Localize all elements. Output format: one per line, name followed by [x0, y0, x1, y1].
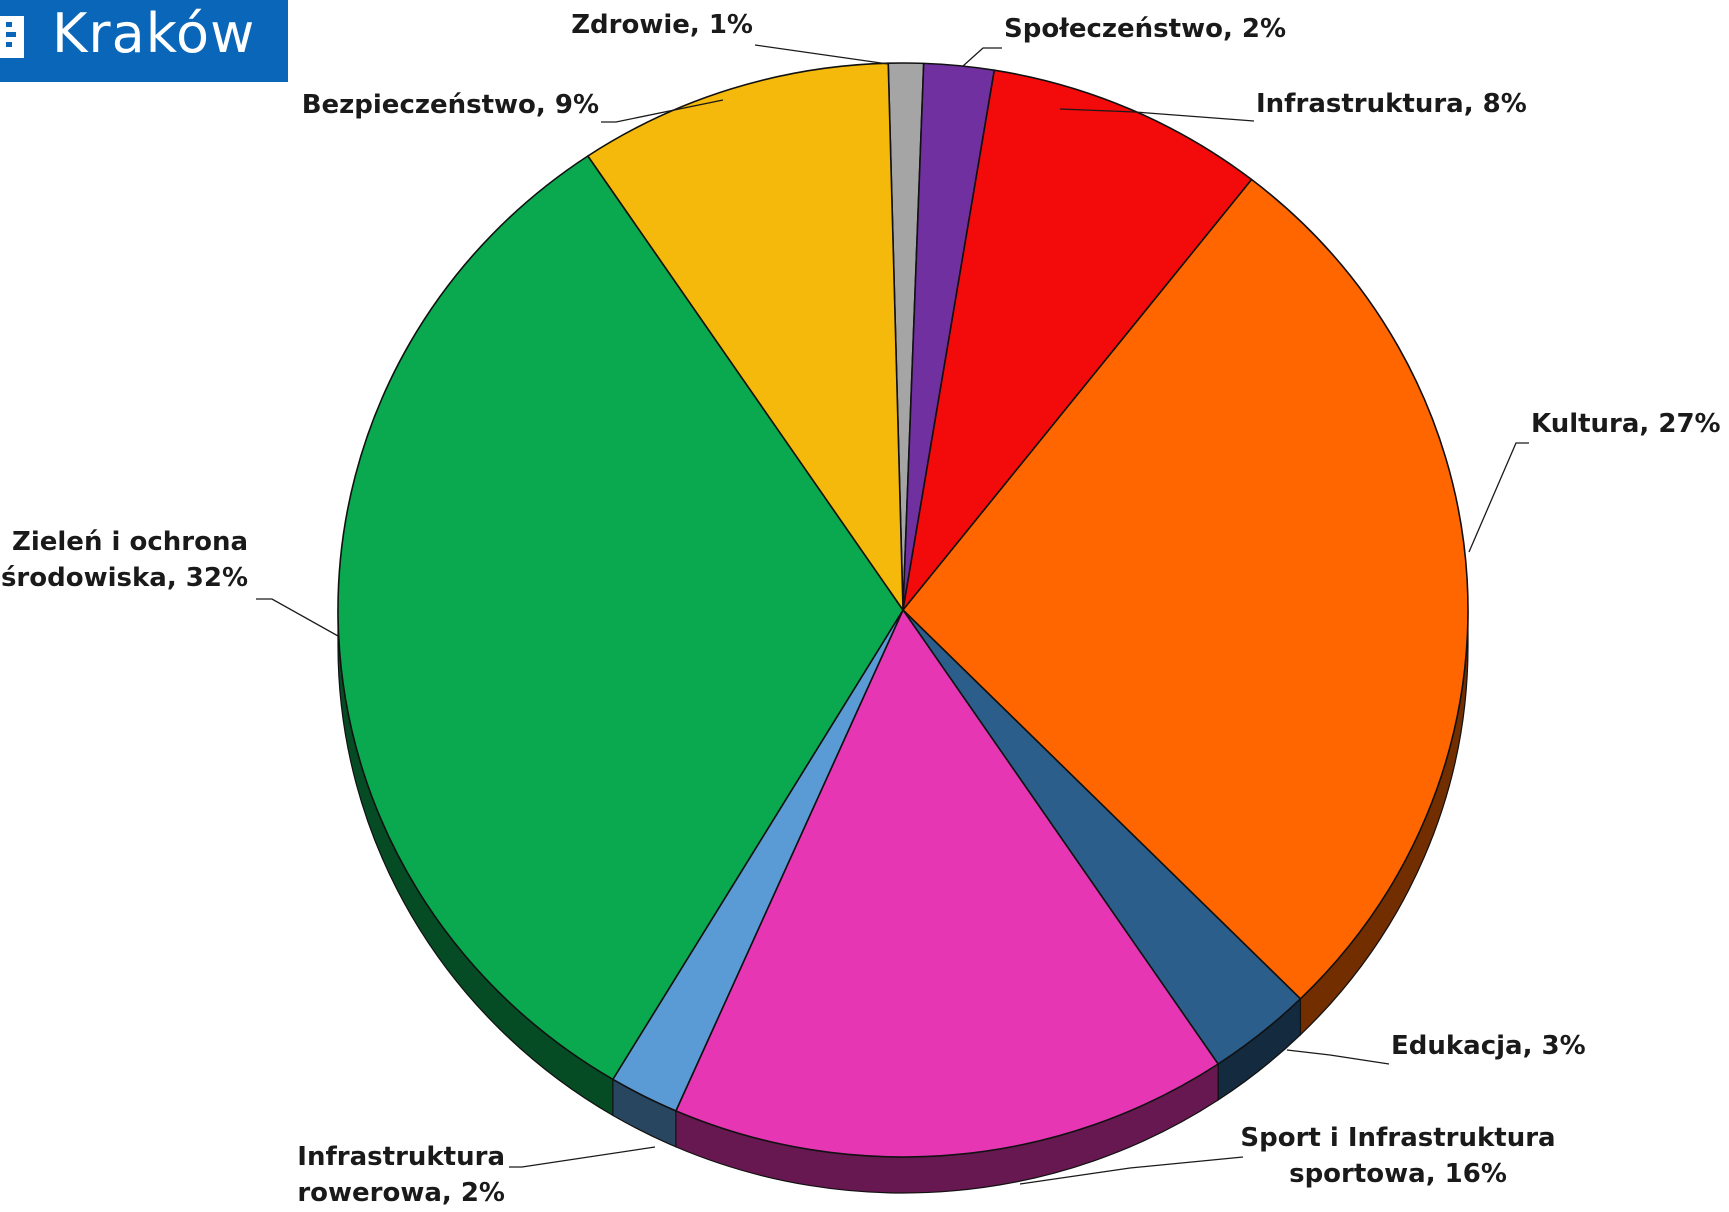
slice-label-8: Zieleń i ochrona środowiska, 32% — [1, 527, 248, 593]
slice-label-9: Bezpieczeństwo, 9% — [302, 90, 599, 120]
leader-line-3 — [1059, 108, 1255, 122]
leader-line-4 — [1468, 442, 1529, 553]
pie-side-walls — [337, 609, 1469, 1194]
pie-slice-3[interactable] — [902, 69, 1253, 611]
leader-line-6 — [1019, 1156, 1244, 1185]
leader-line-8 — [256, 598, 339, 637]
pie-slice-6[interactable] — [675, 609, 1219, 1158]
slice-label-4: Kultura, 27% — [1531, 409, 1721, 439]
slice-label-5: Edukacja, 3% — [1391, 1031, 1586, 1061]
slice-label-1: Zdrowie, 1% — [571, 10, 753, 40]
slice-label-3: Infrastruktura, 8% — [1256, 89, 1527, 119]
slice-label-7: Infrastruktura rowerowa, 2% — [297, 1142, 505, 1208]
krakow-logo: Kraków — [0, 0, 288, 82]
leader-line-1 — [754, 44, 889, 65]
leader-line-7 — [509, 1146, 656, 1168]
leader-lines — [256, 44, 1529, 1185]
logo-text: Kraków — [52, 2, 256, 65]
leader-line-2 — [962, 47, 1002, 67]
slice-label-2: Społeczeństwo, 2% — [1004, 14, 1286, 44]
slice-labels: Zdrowie, 1% Społeczeństwo, 2% Infrastruktu… — [1, 10, 1721, 1208]
pie-slices — [337, 62, 1469, 1158]
leader-line-5 — [1286, 1049, 1390, 1065]
krakow-emblem-icon — [0, 16, 24, 58]
pie-slice-8[interactable] — [337, 155, 904, 1081]
pie-slice-4[interactable] — [902, 178, 1469, 1000]
slice-label-6: Sport i Infrastruktura sportowa, 16% — [1240, 1123, 1555, 1189]
leader-line-9 — [601, 99, 724, 123]
pie-slice-9[interactable] — [587, 62, 904, 611]
